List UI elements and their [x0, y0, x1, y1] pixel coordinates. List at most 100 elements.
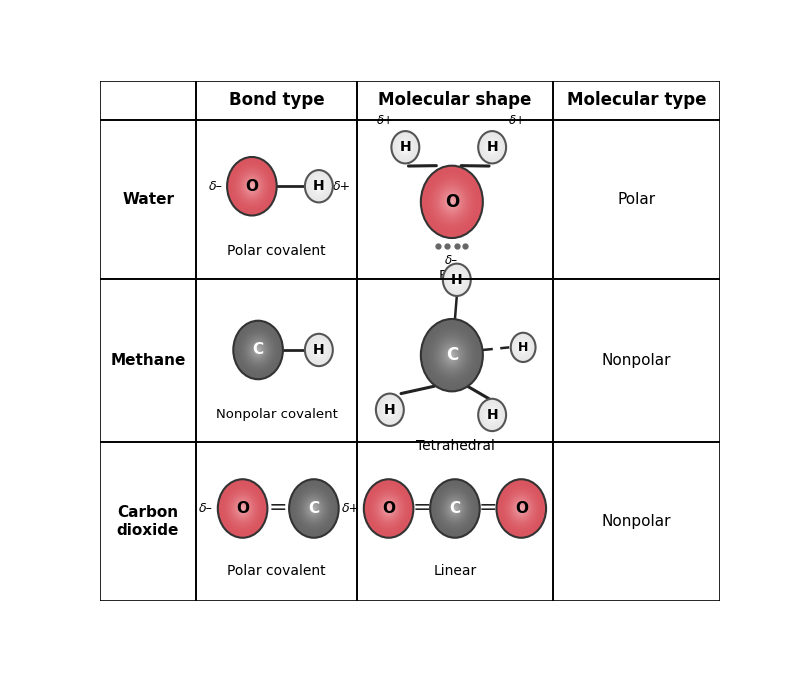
Ellipse shape [455, 278, 458, 281]
Ellipse shape [234, 499, 251, 518]
Ellipse shape [318, 348, 321, 352]
Text: C: C [446, 346, 458, 365]
Ellipse shape [378, 396, 402, 423]
Ellipse shape [376, 494, 401, 523]
Text: O: O [246, 179, 258, 194]
Ellipse shape [518, 341, 529, 354]
Ellipse shape [483, 404, 502, 426]
Text: δ+: δ+ [508, 114, 526, 127]
Ellipse shape [438, 489, 471, 528]
Ellipse shape [386, 406, 393, 413]
Ellipse shape [424, 169, 479, 234]
Text: Linear: Linear [434, 564, 477, 578]
Ellipse shape [218, 479, 267, 538]
Ellipse shape [378, 495, 400, 522]
Ellipse shape [303, 495, 325, 522]
Ellipse shape [454, 277, 459, 283]
Bar [553, 81, 720, 120]
Ellipse shape [505, 489, 538, 528]
Ellipse shape [364, 479, 414, 538]
Ellipse shape [306, 499, 322, 518]
Ellipse shape [393, 133, 418, 161]
Ellipse shape [396, 136, 414, 158]
Ellipse shape [314, 181, 323, 192]
Ellipse shape [307, 337, 330, 363]
Ellipse shape [298, 491, 329, 526]
Ellipse shape [451, 273, 462, 286]
Ellipse shape [231, 162, 273, 211]
Ellipse shape [488, 143, 496, 152]
Ellipse shape [453, 275, 461, 284]
Ellipse shape [482, 403, 502, 427]
Ellipse shape [310, 176, 327, 196]
Ellipse shape [405, 146, 406, 148]
Ellipse shape [305, 334, 333, 366]
Ellipse shape [422, 321, 481, 389]
Ellipse shape [438, 186, 466, 218]
Ellipse shape [448, 500, 462, 516]
Text: δ–: δ– [209, 180, 223, 193]
Ellipse shape [443, 192, 461, 212]
Bar [553, 120, 720, 279]
Ellipse shape [230, 160, 274, 212]
Ellipse shape [486, 140, 498, 155]
Ellipse shape [441, 492, 469, 524]
Ellipse shape [450, 272, 464, 288]
Bar [553, 442, 720, 601]
Ellipse shape [379, 497, 398, 520]
Ellipse shape [233, 163, 271, 209]
Ellipse shape [309, 175, 329, 198]
Ellipse shape [250, 340, 266, 360]
Ellipse shape [226, 489, 259, 528]
Ellipse shape [514, 337, 532, 358]
Ellipse shape [421, 165, 483, 238]
Ellipse shape [480, 133, 505, 161]
Ellipse shape [399, 140, 411, 155]
Ellipse shape [377, 394, 403, 425]
Ellipse shape [431, 481, 478, 536]
Ellipse shape [395, 136, 415, 159]
Ellipse shape [380, 398, 400, 421]
Ellipse shape [248, 182, 256, 191]
Ellipse shape [442, 494, 467, 523]
Ellipse shape [485, 139, 499, 155]
Ellipse shape [482, 136, 502, 159]
Ellipse shape [255, 347, 261, 353]
Ellipse shape [516, 502, 527, 515]
Text: Tetrahedral: Tetrahedral [415, 439, 494, 453]
Ellipse shape [312, 342, 326, 358]
Ellipse shape [394, 134, 417, 161]
Ellipse shape [238, 170, 266, 202]
Ellipse shape [304, 497, 323, 520]
Ellipse shape [452, 275, 462, 286]
Ellipse shape [250, 185, 254, 188]
Ellipse shape [382, 400, 398, 420]
Ellipse shape [481, 134, 504, 161]
Ellipse shape [235, 167, 269, 206]
Text: δ+: δ+ [377, 114, 394, 127]
Ellipse shape [391, 131, 419, 163]
Ellipse shape [242, 331, 274, 369]
Ellipse shape [238, 325, 278, 375]
Ellipse shape [490, 412, 494, 418]
Ellipse shape [310, 504, 318, 514]
Ellipse shape [445, 194, 458, 210]
Ellipse shape [310, 340, 327, 360]
Ellipse shape [311, 341, 326, 359]
Ellipse shape [431, 178, 473, 226]
Ellipse shape [386, 506, 391, 512]
Ellipse shape [402, 144, 409, 151]
Ellipse shape [309, 338, 329, 362]
Text: Nonpolar: Nonpolar [602, 514, 671, 529]
Ellipse shape [315, 182, 322, 191]
Ellipse shape [244, 333, 272, 367]
Text: O: O [236, 501, 249, 516]
Ellipse shape [431, 331, 473, 379]
Ellipse shape [440, 491, 470, 526]
Ellipse shape [372, 489, 405, 528]
Ellipse shape [302, 494, 326, 523]
Ellipse shape [428, 173, 476, 230]
Text: δ+: δ+ [342, 502, 360, 515]
Text: Carbon
dioxide: Carbon dioxide [117, 506, 179, 538]
Ellipse shape [515, 338, 531, 357]
